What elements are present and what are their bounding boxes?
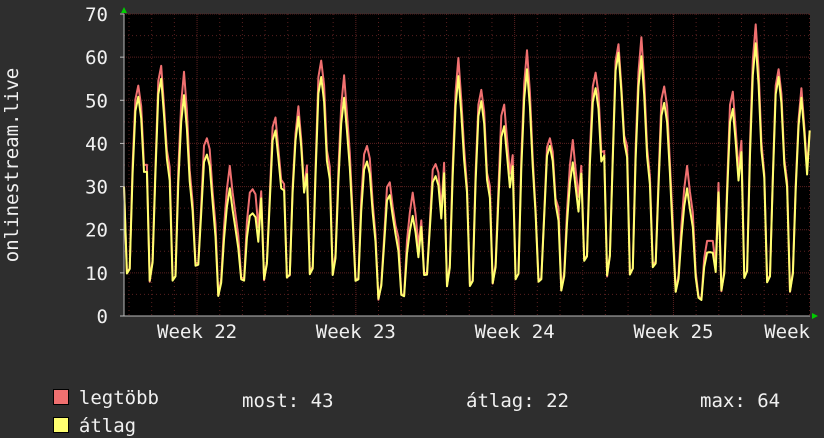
legend-item-avg: átlag (30, 390, 136, 438)
series-line-avg (123, 42, 811, 301)
y-tick-label: 60 (85, 47, 108, 69)
x-axis-ticks: Week 22 Week 23 Week 24 Week 25 Week (157, 321, 811, 343)
x-tick-label: Week 22 (157, 321, 237, 343)
stat-max: max: 64 (700, 390, 781, 412)
legend-swatch-max (52, 389, 69, 405)
y-tick-label: 30 (85, 177, 108, 199)
plot-background (124, 14, 810, 316)
x-tick-label: Week (764, 321, 810, 343)
y-tick-label: 50 (85, 90, 108, 112)
x-axis-arrow (812, 313, 818, 319)
legend-item-max: legtöbb (30, 362, 159, 410)
x-tick-label: Week 24 (475, 321, 555, 343)
y-axis-ticks: 0 10 20 30 40 50 60 70 (85, 4, 124, 328)
x-tick-label: Week 23 (316, 321, 396, 343)
legend-swatch-avg (52, 417, 69, 433)
x-tick-label: Week 25 (633, 321, 713, 343)
stat-average: átlag: 22 (466, 390, 569, 412)
series-group (123, 23, 811, 301)
y-tick-label: 40 (85, 133, 108, 155)
y-tick-label: 0 (97, 306, 108, 328)
y-tick-label: 20 (85, 220, 108, 242)
y-tick-label: 70 (85, 4, 108, 26)
stat-now: most: 43 (242, 390, 334, 412)
legend-label-avg: átlag (78, 415, 137, 437)
y-axis-arrow (121, 7, 127, 13)
y-axis-label: onlinestream.live (1, 68, 23, 262)
y-tick-label: 10 (85, 263, 108, 285)
legend-label-max: legtöbb (78, 387, 159, 409)
